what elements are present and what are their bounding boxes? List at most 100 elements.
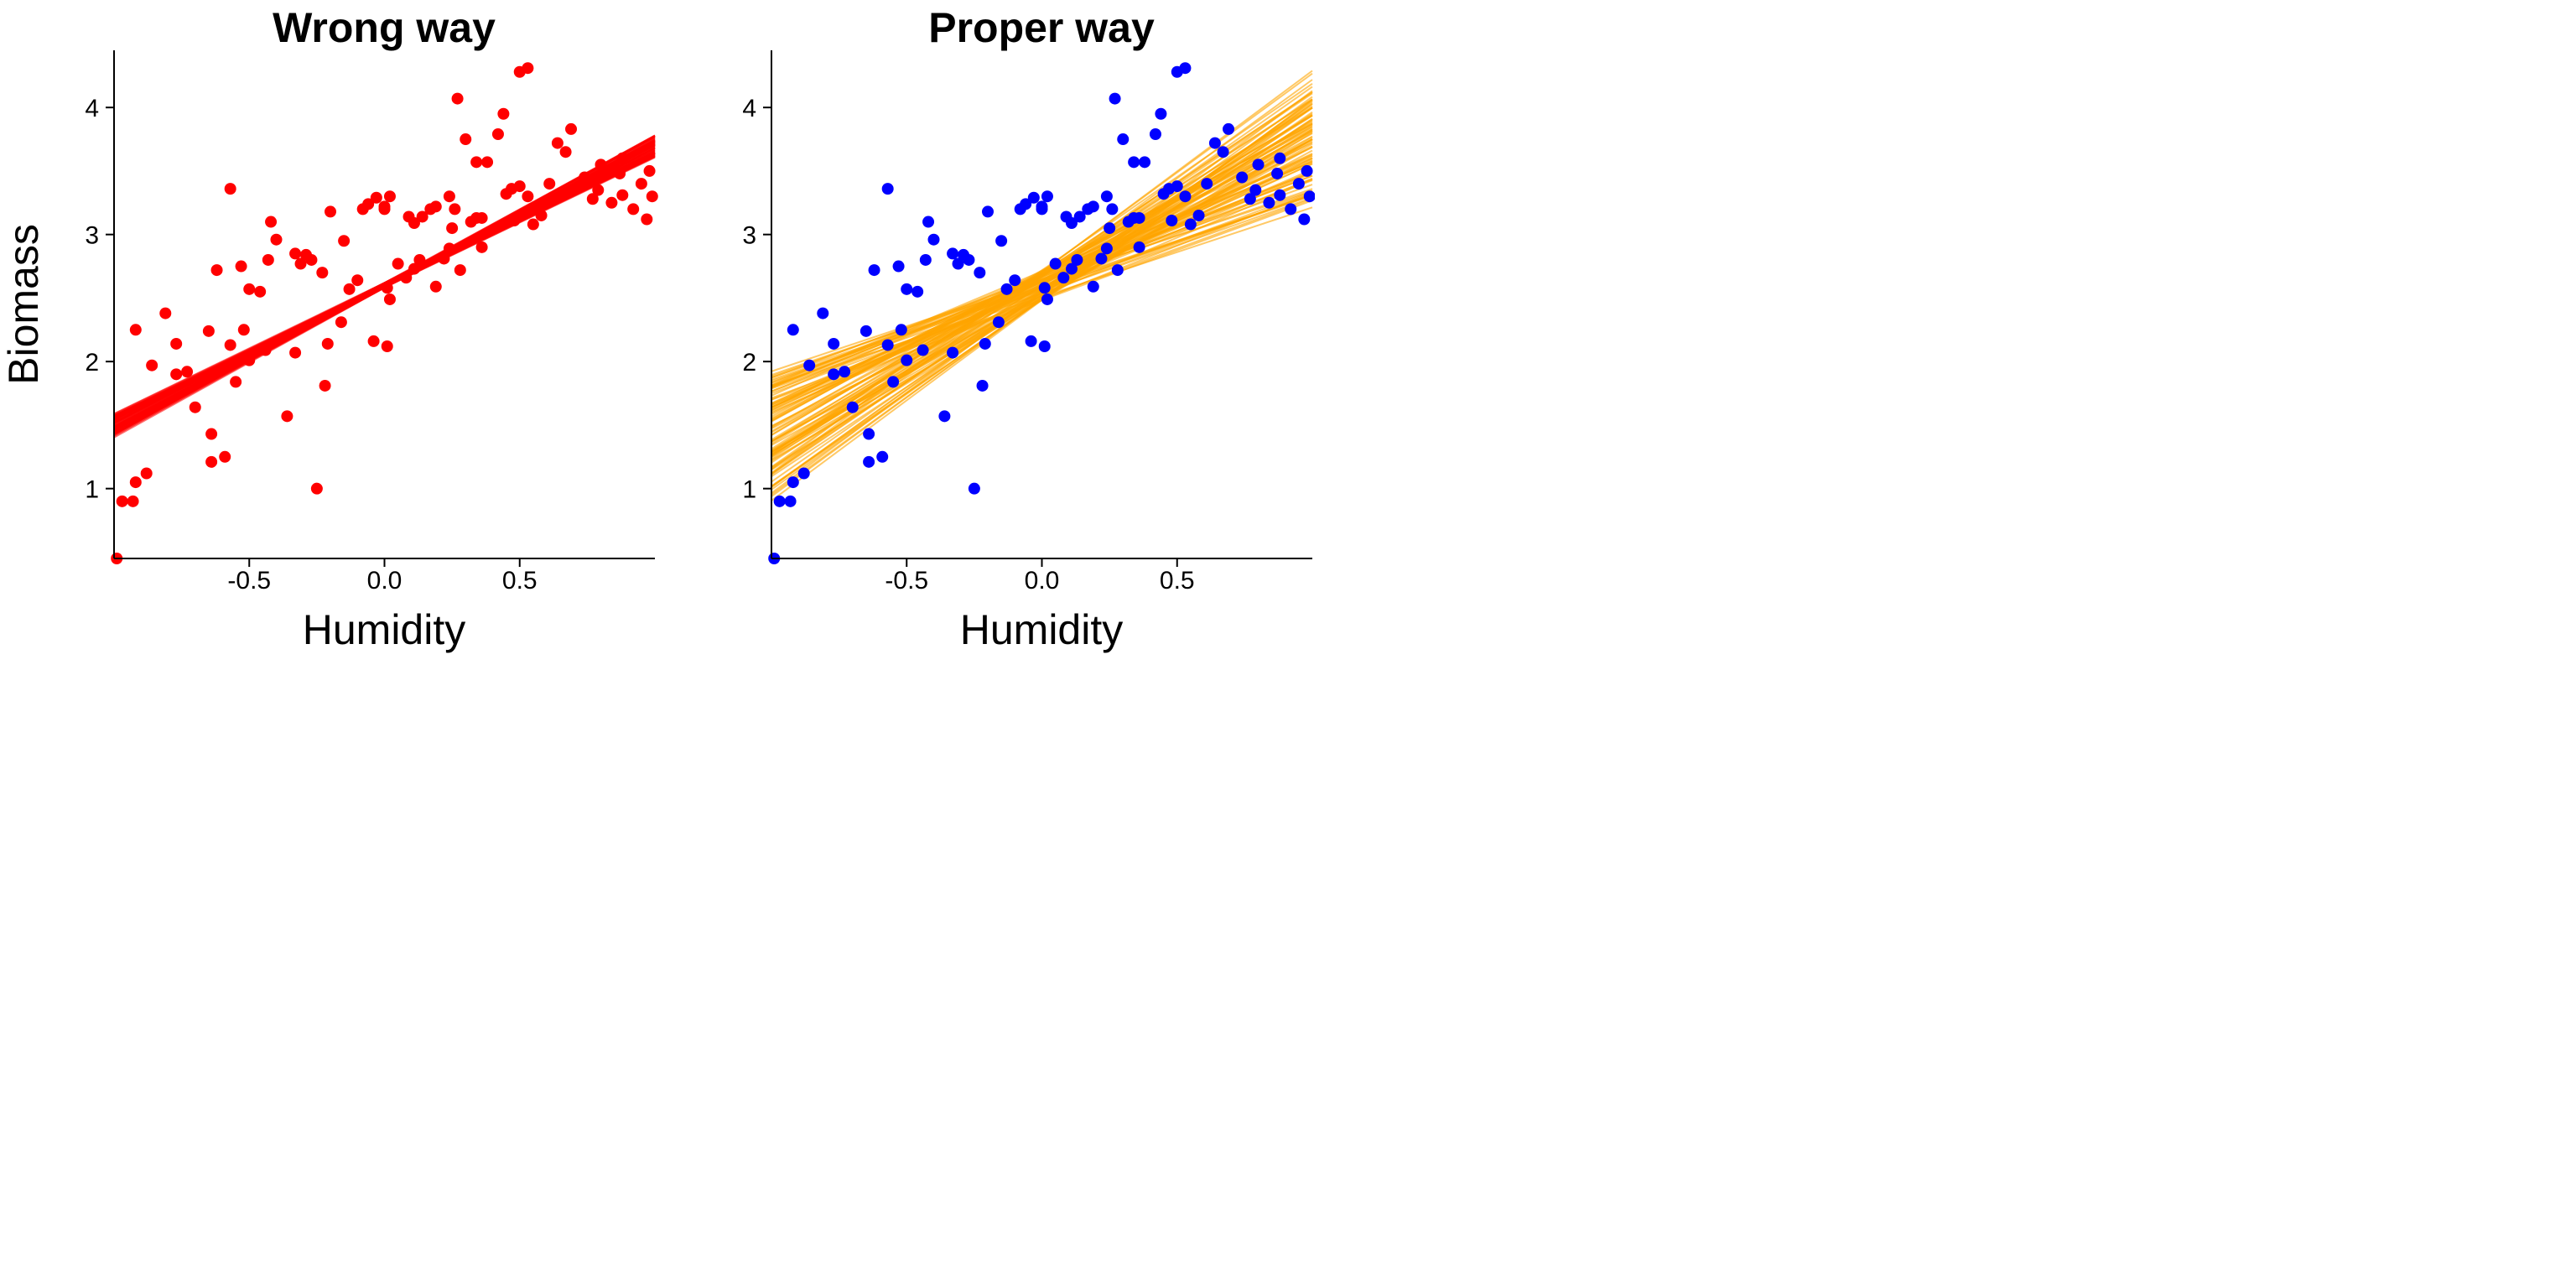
data-point [281,410,293,423]
data-point [230,376,242,388]
data-point [129,324,142,336]
data-point [491,127,504,140]
data-point [1208,137,1221,149]
data-point [919,253,932,266]
data-point [1104,222,1116,235]
data-point [963,253,975,266]
data-point [237,324,250,336]
data-point [892,260,905,273]
data-point [1149,127,1161,140]
data-point [408,217,420,230]
data-point [243,283,256,295]
data-point [446,222,459,235]
x-tick-label: 0.0 [1025,567,1060,595]
data-point [481,156,494,169]
data-point [527,218,539,231]
data-point [1217,146,1229,158]
data-point [116,495,128,507]
data-point [1271,167,1284,179]
data-point [1071,253,1083,266]
y-tick-label: 2 [742,349,756,377]
data-point [643,164,656,177]
data-point [646,190,658,203]
data-point [881,183,894,195]
y-axis-title: Biomass [0,224,47,385]
data-point [335,316,347,329]
data-point [367,335,380,347]
data-point [1087,280,1099,293]
data-point [863,455,875,468]
data-point [265,216,278,228]
y-tick-label: 3 [85,222,99,250]
data-point [979,337,991,350]
data-point [443,242,455,255]
data-point [1133,211,1145,224]
data-point [1166,215,1178,227]
data-point [605,196,618,209]
data-point [974,267,986,279]
panel-proper-way: Proper way -0.5 0.0 0.5 1 2 3 4 Humidity [742,4,1315,653]
data-point [1171,180,1183,193]
data-point [235,260,247,273]
data-point [614,167,626,179]
data-point [846,401,859,413]
data-point [641,213,653,226]
data-point [170,368,183,381]
data-point [338,235,351,247]
data-point [1223,122,1235,135]
regression-line [771,190,1313,372]
data-point [343,283,356,295]
data-point [475,211,488,224]
regression-line [771,131,1313,422]
data-point [1236,171,1249,184]
regression-line [771,170,1313,389]
data-point [817,307,829,319]
data-point [429,280,442,293]
data-point [1117,133,1130,146]
data-point [1049,257,1062,270]
data-point [1292,178,1305,190]
data-point [305,253,318,266]
data-point [522,62,534,75]
data-point [535,209,548,221]
data-point [522,190,534,203]
data-point [392,257,404,270]
data-point [508,215,521,227]
data-point [938,410,951,423]
data-point [551,137,564,149]
data-point [995,235,1008,247]
y-tick-label: 1 [742,476,756,504]
data-point [449,203,461,216]
data-point [140,467,153,480]
data-point [381,282,393,294]
data-point [378,200,391,213]
data-point [901,283,913,295]
data-point [1038,340,1051,352]
data-point [1111,264,1124,277]
data-points [111,62,658,564]
data-point [616,152,629,164]
data-point [1201,178,1213,190]
data-point [927,233,940,246]
data-point [968,482,980,495]
data-point [470,156,483,169]
regression-line [771,138,1313,451]
data-point [270,233,283,246]
data-point [202,325,215,337]
data-point [1263,196,1275,209]
figure: Wrong way -0.5 0.0 0.5 1 2 3 4 Humidity Bioma… [0,4,1315,653]
data-point [1057,272,1070,284]
data-point [595,158,607,171]
data-point [1252,158,1265,171]
y-tick-label: 1 [85,476,99,504]
x-tick-label: 0.0 [367,567,402,595]
data-point [1298,213,1311,226]
data-point [1192,209,1205,221]
data-point [370,191,382,204]
data-point [1025,335,1037,347]
x-axis-title: Humidity [960,606,1123,653]
data-point [592,184,605,196]
data-point [1133,241,1145,253]
data-point [635,178,647,190]
y-tick-label: 3 [742,222,756,250]
